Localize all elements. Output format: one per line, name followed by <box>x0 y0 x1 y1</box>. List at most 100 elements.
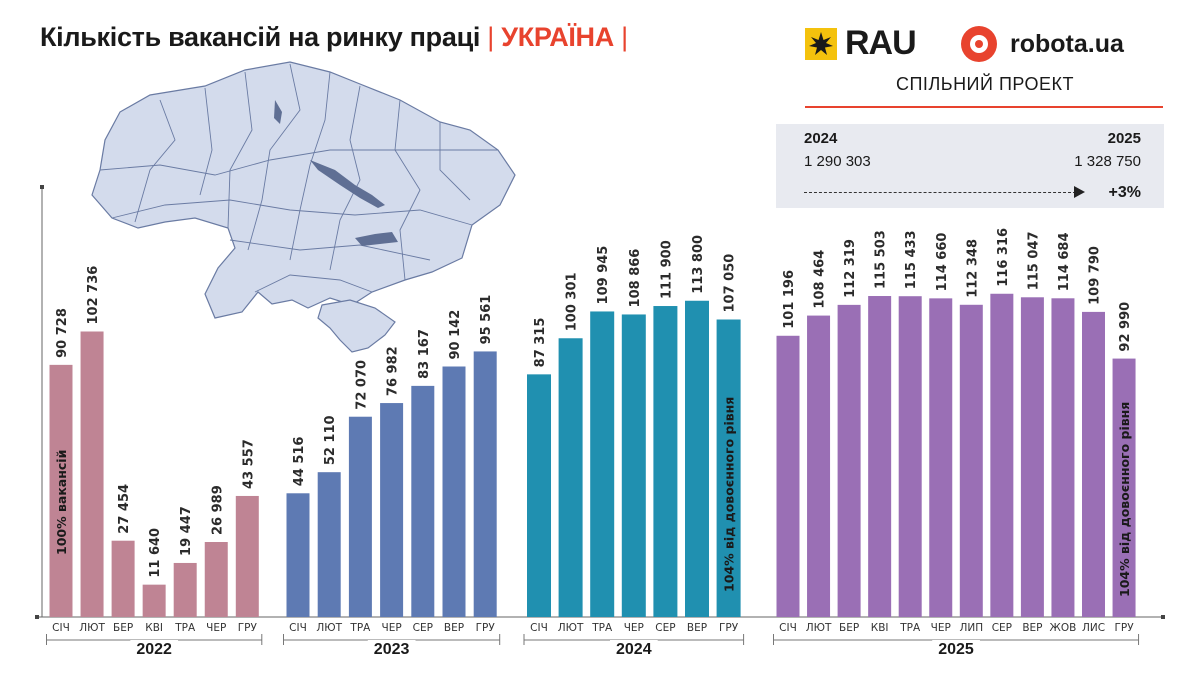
year-label-bg <box>932 640 980 659</box>
year-label: 2023 <box>374 641 410 658</box>
bar-2024-ЛЮТ <box>558 338 583 617</box>
title-country: УКРАЇНА <box>501 22 614 52</box>
month-tick-label: СІЧ <box>289 622 307 634</box>
comparison-year-b: 2025 <box>1107 130 1141 147</box>
year-brackets: 2022 2023 2024 2025 <box>46 634 1140 659</box>
bar-2025-ТРА <box>898 296 922 617</box>
data-label: 116 316 <box>996 228 1011 287</box>
bar-2025-ЛЮТ <box>807 315 831 617</box>
ukraine-mainland <box>91 61 516 319</box>
month-tick-label: ТРА <box>899 622 921 634</box>
bar-2022-БЕР <box>111 540 135 617</box>
year-label: 2022 <box>136 641 172 658</box>
map-region-border <box>199 87 213 196</box>
data-label: 90 728 <box>55 308 70 358</box>
month-tick-label: СІЧ <box>52 622 70 634</box>
bar-2025-ЛИС <box>1082 311 1105 617</box>
map-region-border <box>99 149 498 176</box>
data-label: 90 142 <box>448 310 463 360</box>
bar-2025-ГРУ <box>1112 358 1136 617</box>
robota-logo-text: robota.ua <box>1010 30 1124 58</box>
rau-logo-text: RAU <box>845 24 917 62</box>
bar-2025-ЖОВ <box>1051 298 1075 617</box>
data-label: 111 900 <box>659 240 674 299</box>
bar-2023-ВЕР <box>442 366 466 617</box>
month-tick-label: ГРУ <box>1114 622 1134 634</box>
comparison-arrow-line <box>804 192 1076 193</box>
bar-2022-КВІ <box>142 584 166 617</box>
bar-2022-СІЧ <box>49 364 73 617</box>
bar-2022-ЧЕР <box>204 541 228 617</box>
bar-2023-СЕР <box>411 385 435 617</box>
bar-annotation: 104% від довоєнного рівня <box>722 397 737 592</box>
partner-logos: RAU robota.ua <box>805 24 1165 66</box>
month-tick-label: КВІ <box>871 622 889 634</box>
comparison-change: +3% <box>1108 184 1141 201</box>
map-region-border <box>229 239 431 261</box>
accent-divider <box>805 106 1163 108</box>
data-label: 52 110 <box>323 415 338 465</box>
comparison-box: 2024 1 290 303 2025 1 328 750 +3% <box>776 124 1164 208</box>
month-tick-label: ЧЕР <box>206 622 226 634</box>
bar-2024-ВЕР <box>685 300 709 617</box>
crimea <box>317 299 396 353</box>
data-label: 87 315 <box>533 318 548 368</box>
month-tick-label: СІЧ <box>779 622 797 634</box>
data-label: 27 454 <box>117 484 132 534</box>
month-tick-label: ЧЕР <box>382 622 402 634</box>
year-label: 2024 <box>616 641 652 658</box>
data-label: 92 990 <box>1118 302 1133 352</box>
x-axis-end-marker <box>1161 615 1165 619</box>
data-label: 72 070 <box>354 360 369 410</box>
data-label: 11 640 <box>148 528 163 578</box>
bar-annotation: 104% від довоєнного рівня <box>1117 402 1132 597</box>
month-tick-label: ЛИП <box>959 622 983 634</box>
bar-2024-СІЧ <box>527 374 551 617</box>
title-main: Кількість вакансій на ринку праці <box>40 22 481 52</box>
month-tick-label: СЕР <box>992 622 1012 634</box>
x-axis-start-marker <box>35 615 39 619</box>
data-label: 43 557 <box>241 439 256 489</box>
map-region-border <box>111 199 473 226</box>
map-region-border <box>247 63 301 251</box>
robota-logo-icon <box>961 26 997 62</box>
data-label: 115 047 <box>1026 231 1041 290</box>
bar-2025-БЕР <box>837 304 861 617</box>
month-tick-label: ЛЮТ <box>316 622 342 634</box>
month-tick-label: СЕР <box>413 622 433 634</box>
data-label: 83 167 <box>417 329 432 379</box>
month-tick-label: СЕР <box>655 622 675 634</box>
ukraine-map-icon <box>91 61 516 353</box>
bar-2023-ЧЕР <box>380 403 404 617</box>
arrow-right-icon <box>1074 186 1085 198</box>
dnipro-reservoir <box>310 160 385 208</box>
month-tick-label: ЛЮТ <box>806 622 832 634</box>
month-tick-label: ЛЮТ <box>558 622 584 634</box>
data-label: 109 945 <box>596 246 611 305</box>
bar-2025-СІЧ <box>776 335 800 617</box>
month-tick-label: ТРА <box>174 622 196 634</box>
comparison-value-b: 1 328 750 <box>1074 153 1141 170</box>
data-label: 19 447 <box>179 506 194 556</box>
month-tick-label: ЛИС <box>1082 622 1105 634</box>
data-label: 44 516 <box>292 437 307 487</box>
rau-logo-icon <box>805 28 837 60</box>
data-label: 26 989 <box>210 485 225 535</box>
bar-2024-ГРУ <box>716 319 741 617</box>
month-tick-label: БЕР <box>839 622 859 634</box>
data-label: 114 684 <box>1057 232 1072 291</box>
data-label: 76 982 <box>386 346 401 396</box>
chart-title: Кількість вакансій на ринку праці | УКРА… <box>40 22 628 53</box>
month-tick-label: ЖОВ <box>1050 622 1077 634</box>
bar-2022-ЛЮТ <box>80 331 104 617</box>
bar-2025-ЛИП <box>959 304 983 617</box>
month-tick-label: ВЕР <box>444 622 464 634</box>
year-label: 2025 <box>938 641 974 658</box>
data-label: 115 503 <box>874 230 889 289</box>
data-label: 112 348 <box>965 239 980 298</box>
bar-2024-ТРА <box>590 311 615 617</box>
bar-2022-ТРА <box>173 562 197 617</box>
map-region-border <box>394 99 421 281</box>
month-tick-label: ГРУ <box>476 622 496 634</box>
